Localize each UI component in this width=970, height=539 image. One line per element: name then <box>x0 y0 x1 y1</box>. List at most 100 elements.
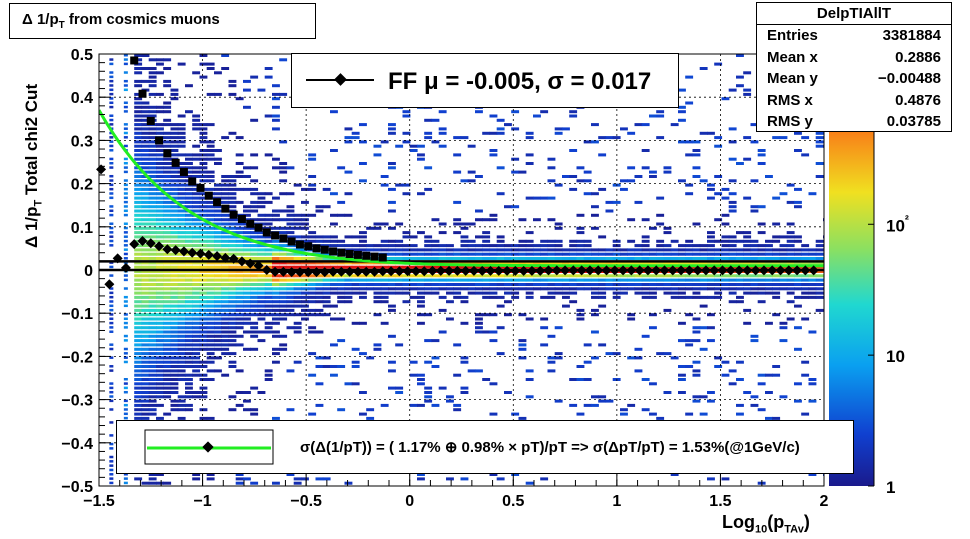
heatmap-cell <box>177 347 186 351</box>
heatmap-cell <box>699 347 708 351</box>
heatmap-cell <box>794 304 802 308</box>
heatmap-cell <box>156 304 164 308</box>
heatmap-cell <box>554 399 563 403</box>
heatmap-cell <box>156 183 164 187</box>
heatmap-cell <box>402 287 411 291</box>
heatmap-cell <box>351 131 360 135</box>
heatmap-cell <box>641 239 650 243</box>
heatmap-cell <box>794 287 802 291</box>
heatmap-cell <box>402 140 411 144</box>
heatmap-cell <box>221 326 230 330</box>
heatmap-cell <box>185 235 193 239</box>
heatmap-cell <box>547 356 556 360</box>
heatmap-cell <box>373 226 382 230</box>
heatmap-cell <box>257 218 266 222</box>
heatmap-cell <box>199 235 208 239</box>
heatmap-cell <box>685 287 694 291</box>
heatmap-cell <box>141 386 150 390</box>
heatmap-cell <box>214 304 222 308</box>
heatmap-cell <box>496 274 505 278</box>
heatmap-cell <box>163 373 172 377</box>
heatmap-cell <box>757 257 766 260</box>
heatmap-cell <box>228 278 237 282</box>
heatmap-cell <box>670 261 679 265</box>
heatmap-cell <box>264 222 273 226</box>
heatmap-cell <box>286 209 295 213</box>
heatmap-cell <box>264 295 273 299</box>
heatmap-cell <box>156 365 164 368</box>
heatmap-cell <box>177 231 186 235</box>
heatmap-cell <box>815 252 824 256</box>
heatmap-cell <box>123 408 128 411</box>
heatmap-cell <box>475 278 483 282</box>
mean-point <box>220 252 231 263</box>
heatmap-cell <box>134 252 143 256</box>
heatmap-cell <box>467 291 476 295</box>
y-tick-label: −0.5 <box>61 479 93 496</box>
heatmap-cell <box>337 300 346 304</box>
heatmap-cell <box>134 222 143 226</box>
heatmap-cell <box>496 239 505 243</box>
heatmap-cell <box>815 248 824 252</box>
heatmap-cell <box>525 196 534 200</box>
heatmap-cell <box>736 248 744 252</box>
heatmap-cell <box>685 295 694 299</box>
mean-point <box>245 258 256 269</box>
heatmap-cell <box>591 274 599 278</box>
heatmap-cell <box>641 149 650 152</box>
heatmap-cell <box>109 162 114 165</box>
heatmap-cell <box>141 274 150 278</box>
heatmap-cell <box>395 144 404 148</box>
mean-point <box>261 265 272 275</box>
heatmap-cell <box>467 278 476 282</box>
heatmap-cell <box>322 477 331 481</box>
heatmap-cell <box>192 218 201 222</box>
heatmap-cell <box>272 283 280 286</box>
heatmap-cell <box>424 131 433 135</box>
heatmap-cell <box>692 175 701 178</box>
heatmap-cell <box>192 239 201 243</box>
heatmap-cell <box>109 365 114 368</box>
heatmap-cell <box>243 278 251 282</box>
heatmap-cell <box>801 360 810 364</box>
heatmap-cell <box>109 123 114 126</box>
heatmap-cell <box>272 416 280 420</box>
heatmap-cell <box>772 270 781 273</box>
heatmap-cell <box>199 386 208 390</box>
heatmap-cell <box>315 239 324 243</box>
heatmap-cell <box>518 283 527 286</box>
heatmap-cell <box>156 222 164 226</box>
heatmap-cell <box>264 287 273 291</box>
heatmap-cell <box>141 54 150 57</box>
heatmap-cell <box>301 278 309 282</box>
heatmap-cell <box>214 300 222 304</box>
heatmap-cell <box>612 257 621 260</box>
heatmap-cell <box>685 343 694 347</box>
heatmap-cell <box>366 248 375 252</box>
heatmap-cell <box>170 369 179 373</box>
heatmap-cell <box>641 261 650 265</box>
heatmap-cell <box>156 200 164 204</box>
heatmap-cell <box>634 252 643 256</box>
heatmap-cell <box>794 347 802 351</box>
heatmap-cell <box>293 213 302 217</box>
heatmap-cell <box>170 330 179 334</box>
heatmap-cell <box>431 257 440 260</box>
heatmap-cell <box>525 481 534 485</box>
heatmap-cell <box>576 166 585 170</box>
heatmap-cell <box>511 127 520 131</box>
heatmap-cell <box>446 317 454 321</box>
heatmap-cell <box>206 347 215 351</box>
heatmap-cell <box>228 287 237 291</box>
heatmap-cell <box>257 244 266 248</box>
heatmap-cell <box>235 369 244 373</box>
heatmap-cell <box>547 252 556 256</box>
heatmap-cell <box>525 378 534 381</box>
heatmap-cell <box>192 166 201 170</box>
heatmap-cell <box>612 239 621 243</box>
heatmap-cell <box>598 248 607 252</box>
heatmap-cell <box>511 295 520 299</box>
heatmap-cell <box>250 347 259 351</box>
heatmap-cell <box>743 196 752 200</box>
mean-point <box>352 266 363 277</box>
